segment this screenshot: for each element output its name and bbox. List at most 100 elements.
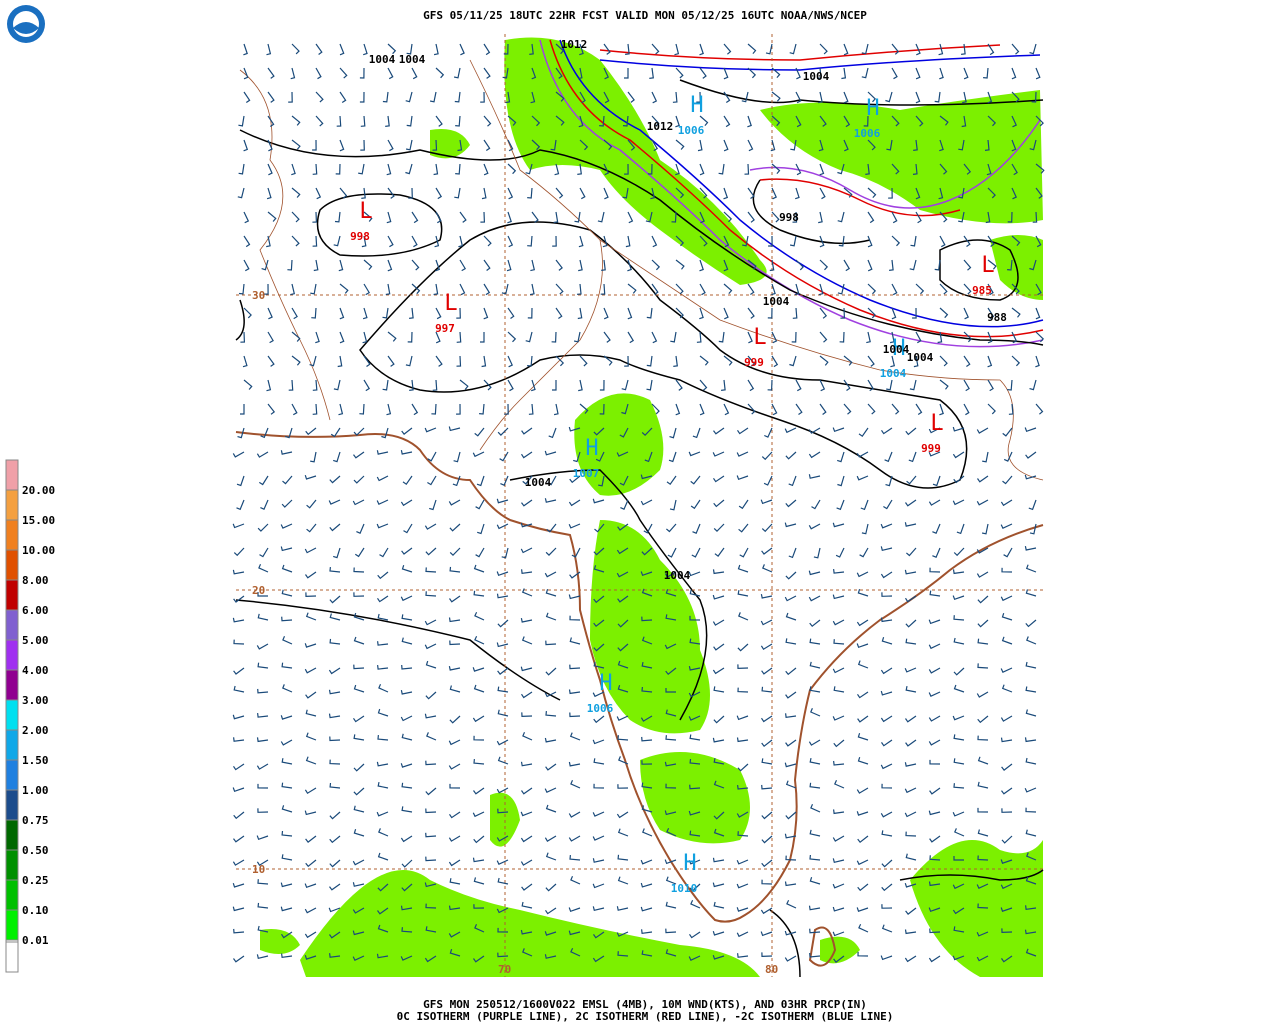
wind-barb [1001,613,1013,621]
wind-barb [785,811,797,820]
wind-barb [627,331,635,344]
wind-barb [987,187,996,199]
wind-barb [808,427,821,434]
wind-barb [624,163,629,175]
wind-barb [723,67,729,80]
wind-barb [760,931,773,937]
wind-barb [411,259,420,271]
wind-barb [891,163,900,175]
wind-barb [809,782,821,789]
wind-barb [857,589,869,597]
wind-barb [257,613,269,621]
wind-barb [453,67,461,79]
wind-barb [723,91,731,103]
wind-barb [408,187,413,199]
pressure-symbol: L [444,291,457,316]
wind-barb [477,523,485,535]
wind-barb [1001,684,1013,693]
wind-barb [932,547,941,558]
wind-barb [507,355,513,368]
wind-barb [232,569,245,575]
wind-barb [553,403,559,416]
legend-swatch [5,459,19,491]
wind-barb [809,661,821,669]
wind-barb [243,67,249,80]
wind-barb [387,331,397,342]
wind-barb [761,739,773,748]
wind-barb [553,211,559,224]
wind-barb [664,859,677,865]
wind-barb [795,67,801,80]
wind-barb [961,115,967,128]
wind-barb [808,451,821,459]
wind-barb [361,235,367,248]
wind-barb [819,403,827,415]
wind-barb [593,661,605,669]
isobar-label: 1004 [883,343,910,356]
wind-barb [425,787,437,796]
wind-barb [426,732,437,741]
wind-barb [819,115,827,127]
wind-barb [833,686,845,693]
legend-swatch [5,519,19,551]
wind-barb [425,808,437,814]
wind-barb [961,43,966,55]
wind-barb [291,211,300,223]
wind-barb [644,451,653,463]
wind-barb [1001,835,1013,844]
wind-barb [737,785,749,790]
wind-barb [1008,403,1014,415]
wind-barb [784,833,797,839]
legend-label: 1.00 [22,784,49,797]
wind-barb [641,636,653,645]
legend-swatch [5,639,19,671]
wind-barb [527,307,533,319]
lon-label: 80 [765,963,778,976]
wind-barb [739,547,749,558]
wind-barb [1025,757,1037,765]
wind-barb [545,907,557,915]
wind-barb [475,499,485,510]
wind-barb [243,211,250,224]
wind-barb [819,379,826,392]
wind-barb [256,451,269,458]
wind-barb [568,426,581,432]
wind-barb [305,571,317,579]
pressure-value: 1006 [854,127,881,140]
wind-barb [617,876,629,885]
wind-barb [280,523,293,529]
wind-barb [809,928,821,934]
wind-barb [233,928,245,934]
wind-barb [789,355,797,367]
wind-barb [886,139,893,151]
wind-barb [675,187,685,199]
wind-barb [939,355,948,367]
wind-barb [771,211,780,223]
wind-barb [386,211,392,224]
wind-barb [503,43,509,55]
wind-barb [723,259,729,272]
wind-barb [939,211,948,223]
isobar-label: 1012 [561,38,588,51]
wind-barb [352,882,365,887]
wind-barb [1001,763,1013,771]
wind-barb [616,451,629,457]
wind-barb [238,283,245,295]
wind-barb [977,715,989,724]
borders [239,59,1044,481]
wind-barb [305,859,317,868]
wind-barb [521,787,533,795]
wind-barb [377,571,389,580]
wind-barb [737,564,749,573]
wind-barb [641,427,653,437]
wind-barb [856,475,869,481]
wind-barb [953,926,965,933]
wind-barb [699,115,709,126]
wind-barb [459,379,469,390]
wind-barb [688,691,701,698]
wind-barb [891,115,900,127]
wind-barb [473,877,485,885]
wind-barb [622,187,629,199]
wind-barb [579,43,584,56]
wind-barb [1024,929,1037,935]
